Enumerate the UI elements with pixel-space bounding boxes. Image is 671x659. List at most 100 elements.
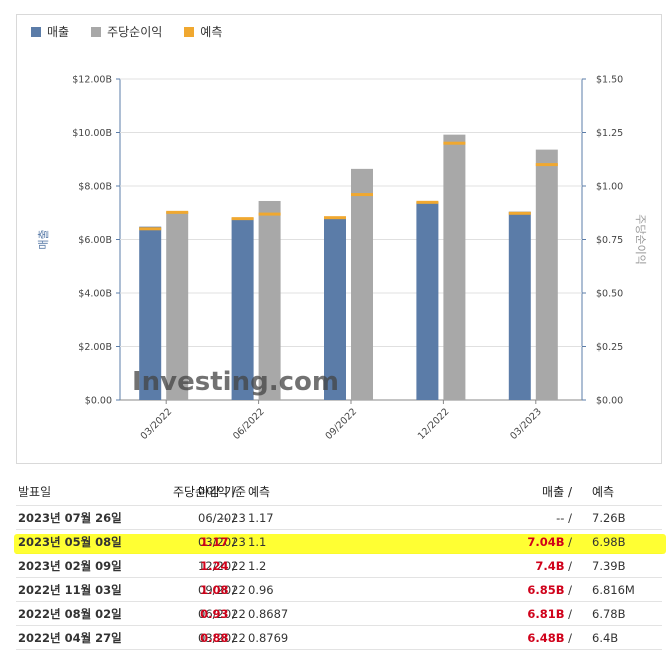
right-tick-label: $1.25 [596, 128, 623, 139]
eps-bar [443, 134, 466, 400]
cell-eps-value: 0.88 [200, 631, 229, 645]
header-eps-label: 주당순이익 [172, 485, 229, 499]
revenue-bar [416, 202, 439, 400]
table-row[interactable]: 2022년 04월 27일 03/2022 0.8769 6.4B 0.88 / 6.48… [16, 626, 662, 650]
cell-revenue: 6.85B / [527, 583, 572, 597]
table-row[interactable]: 2023년 02월 09일 12/2022 1.2 7.39B 1.24 / 7.4B / [16, 554, 662, 578]
eps-bar [258, 200, 281, 400]
cell-eps: 0.88 / [200, 631, 236, 645]
x-tick-label: 03/2022 [139, 406, 175, 442]
earnings-chart: 매출 주당순이익 예측 $0.00 $0.00 $2.00B $0.25 $4.00B $… [16, 14, 662, 464]
revenue-forecast-marker [416, 200, 439, 204]
eps-forecast-marker [166, 210, 189, 214]
cell-eps: 0.93 / [200, 607, 236, 621]
revenue-forecast-marker [324, 216, 346, 220]
header-period[interactable]: 마감 기준 [198, 485, 246, 499]
left-axis-title: 매출 [37, 229, 50, 249]
legend-item-forecast[interactable]: 예측 [184, 23, 222, 40]
eps-forecast-marker [258, 212, 281, 216]
forecast-swatch [184, 26, 195, 37]
left-tick-label: $10.00B [72, 128, 112, 139]
cell-eps-value: 1.17 [200, 535, 229, 549]
left-tick-label: $2.00B [78, 342, 112, 353]
cell-eps: 1.08 / [200, 583, 236, 597]
cell-revenue-value: 7.04B [527, 535, 565, 549]
cell-date: 2022년 04월 27일 [18, 631, 122, 645]
cell-eps-forecast: 1.17 [248, 511, 274, 525]
cell-eps: 1.17 / [200, 535, 236, 549]
table-row[interactable]: 2023년 05월 08일 03/2023 1.1 6.98B 1.17 / 7.04B … [14, 530, 666, 554]
header-revenue-label: 매출 [542, 485, 565, 499]
revenue-bar [508, 211, 531, 400]
cell-eps: -- / [220, 511, 236, 525]
cell-date: 2022년 11월 03일 [18, 583, 122, 597]
legend-label-revenue: 매출 [47, 25, 70, 39]
table-row[interactable]: 2023년 07월 26일 06/2023 1.17 7.26B -- / -- / [16, 506, 662, 530]
eps-forecast-marker [351, 193, 373, 197]
cell-period: 09/2022 [198, 583, 246, 597]
cell-date: 2022년 08월 02일 [18, 607, 122, 621]
x-tick-label: 09/2022 [323, 406, 359, 442]
cell-revenue-value: 7.4B [535, 559, 565, 573]
cell-period: 03/2023 [198, 535, 246, 549]
table-row[interactable]: 2022년 08월 02일 06/2022 0.8687 6.78B 0.93 / 6.8… [16, 602, 662, 626]
cell-revenue-forecast: 6.4B [592, 631, 619, 645]
right-axis-title: 주당순이익 [634, 214, 647, 265]
cell-period: 12/2022 [198, 559, 246, 573]
legend-label-eps: 주당순이익 [107, 25, 163, 39]
left-tick-label: $6.00B [78, 235, 112, 246]
eps-swatch [91, 26, 102, 37]
left-tick-label: $0.00 [85, 396, 112, 407]
revenue-bar [324, 216, 346, 400]
legend-item-revenue[interactable]: 매출 [31, 23, 69, 40]
eps-bar [535, 149, 558, 400]
revenue-swatch [31, 26, 41, 37]
cell-eps: 1.24 / [200, 559, 236, 573]
header-eps[interactable]: 주당순이익 / [172, 485, 236, 499]
header-date[interactable]: 발표일 [18, 485, 52, 499]
cell-date: 2023년 07월 26일 [18, 511, 122, 525]
table-header: 발표일 마감 기준 주당순이익 / 예측 매출 / 예측 [16, 480, 662, 506]
right-tick-label: $0.75 [596, 235, 623, 246]
cell-revenue: 6.48B / [527, 631, 572, 645]
cell-revenue: 7.4B / [535, 559, 572, 573]
cell-eps-forecast: 0.96 [248, 583, 274, 597]
cell-revenue: 6.81B / [527, 607, 572, 621]
chart-legend: 매출 주당순이익 예측 [31, 23, 222, 40]
eps-bar [166, 211, 189, 400]
cell-revenue-forecast: 7.39B [592, 559, 626, 573]
cell-eps-value: 1.08 [200, 583, 229, 597]
legend-label-forecast: 예측 [200, 25, 223, 39]
legend-item-eps[interactable]: 주당순이익 [91, 23, 162, 40]
cell-eps-forecast: 1.2 [248, 559, 267, 573]
cell-period: 03/2022 [198, 631, 246, 645]
cell-eps-forecast: 0.8687 [248, 607, 289, 621]
cell-revenue-forecast: 6.98B [592, 535, 626, 549]
revenue-forecast-marker [508, 211, 531, 215]
cell-revenue-value: -- [556, 511, 565, 525]
x-tick-label: 12/2022 [416, 406, 452, 442]
cell-revenue: 7.04B / [527, 535, 572, 549]
revenue-bar [139, 226, 162, 400]
cell-eps-value: 1.24 [200, 559, 229, 573]
left-tick-label: $12.00B [72, 75, 112, 86]
eps-forecast-marker [443, 141, 466, 145]
cell-eps-value: 0.93 [200, 607, 229, 621]
cell-revenue-forecast: 6.816M [592, 583, 635, 597]
x-tick-label: 03/2023 [508, 406, 544, 442]
cell-eps-forecast: 1.1 [248, 535, 267, 549]
header-eps-forecast[interactable]: 예측 [248, 485, 271, 499]
investing-logo: Investing.com [132, 367, 339, 397]
cell-revenue-value: 6.48B [527, 631, 565, 645]
chart-plot: $0.00 $0.00 $2.00B $0.25 $4.00B $0.50 $6.00B $0… [37, 75, 647, 443]
cell-period: 06/2022 [198, 607, 246, 621]
cell-revenue-forecast: 7.26B [592, 511, 626, 525]
cell-date: 2023년 05월 08일 [18, 535, 122, 549]
header-revenue-forecast[interactable]: 예측 [592, 485, 615, 499]
table-row[interactable]: 2022년 11월 03일 09/2022 0.96 6.816M 1.08 / 6.85… [16, 578, 662, 602]
header-revenue[interactable]: 매출 / [542, 485, 572, 499]
eps-bar [351, 168, 373, 400]
right-tick-label: $0.50 [596, 289, 623, 300]
right-tick-label: $1.50 [596, 75, 623, 86]
revenue-forecast-marker [231, 217, 254, 221]
